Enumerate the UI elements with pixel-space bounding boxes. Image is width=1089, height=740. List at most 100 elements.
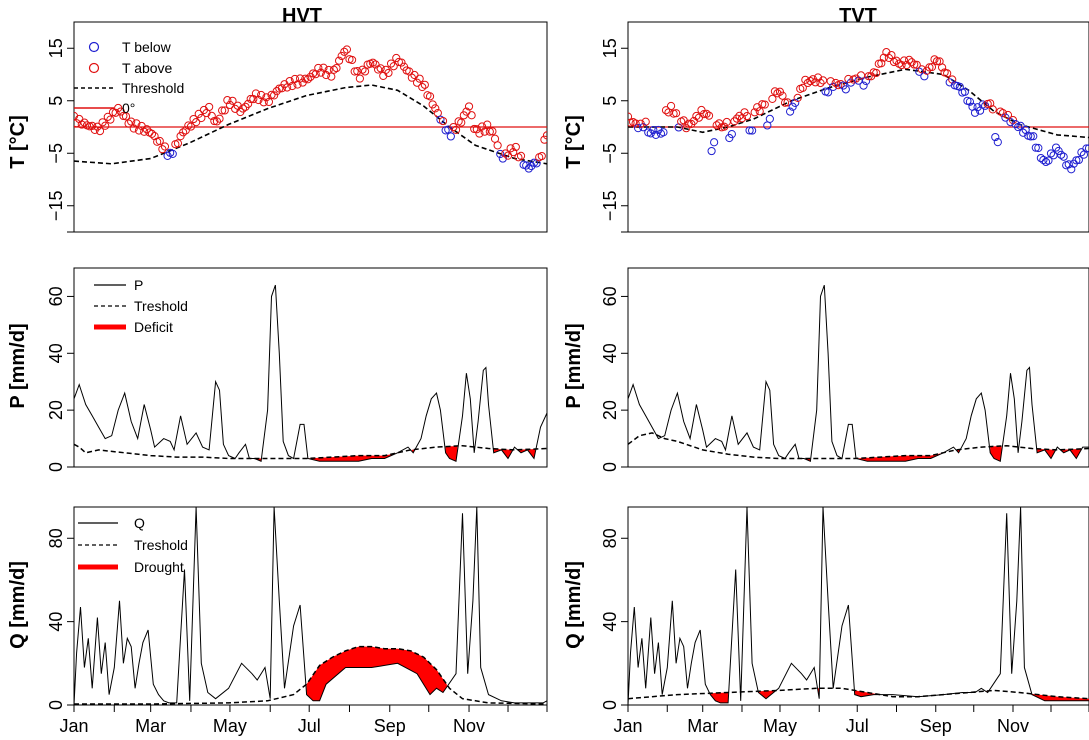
t-above-point — [927, 62, 937, 72]
t-above-point — [77, 120, 86, 129]
t-above-point — [760, 100, 769, 109]
t-above-point — [384, 68, 393, 78]
t-above-point — [376, 64, 385, 73]
legend-label-t-above: T above — [122, 60, 173, 76]
t-above-point — [397, 58, 406, 67]
y-tick-label: 40 — [46, 612, 66, 632]
plot-frame — [627, 506, 1089, 706]
x-tick-label: May — [763, 716, 797, 736]
t-below-point — [859, 81, 868, 90]
t-above-point — [285, 76, 294, 86]
t-above-point — [937, 63, 947, 72]
panel-tvt-temperature: 15 5 −5 −15 — [600, 21, 1089, 233]
t-above-point — [386, 59, 396, 68]
t-above-point — [334, 56, 344, 65]
t-above-point — [262, 93, 271, 102]
deficit-area — [493, 448, 512, 459]
t-above-point — [477, 122, 487, 131]
legend-label-drought: Drought — [134, 559, 184, 575]
t-above-point — [340, 47, 349, 56]
legend-label-p: P — [134, 277, 143, 293]
deficit-area — [518, 449, 536, 459]
t-above-point — [682, 124, 691, 133]
t-above-point — [316, 68, 325, 77]
t-below-point — [651, 130, 660, 139]
t-above-point — [288, 81, 297, 91]
t-above-point — [360, 67, 370, 76]
precipitation-series-line — [628, 284, 1089, 463]
t-below-point — [841, 85, 850, 94]
t-above-point — [412, 78, 422, 87]
t-above-point — [127, 117, 136, 126]
t-above-point — [244, 99, 253, 108]
deficit-area — [445, 446, 458, 462]
t-below-point — [710, 138, 719, 147]
t-below-point — [446, 132, 455, 141]
t-above-point — [207, 111, 216, 120]
t-below-point — [1082, 144, 1089, 153]
t-above-point — [641, 117, 650, 126]
y-tick-label: 0 — [600, 462, 620, 472]
t-above-point — [290, 74, 300, 84]
t-above-point — [704, 111, 714, 120]
t-above-point — [186, 122, 196, 131]
t-above-point — [910, 60, 919, 69]
discharge-threshold-line — [628, 687, 1089, 700]
t-below-point — [1044, 156, 1053, 165]
deficit-area — [990, 446, 1002, 462]
y-tick-label: 40 — [600, 612, 620, 632]
plot-frame — [73, 506, 548, 706]
t-above-point — [905, 55, 914, 64]
t-above-point — [371, 60, 380, 69]
t-above-point — [223, 96, 232, 105]
t-above-point — [755, 107, 764, 116]
t-above-point — [1003, 110, 1013, 120]
plot-content — [628, 284, 1089, 463]
t-above-point — [88, 121, 97, 130]
t-above-point — [907, 58, 916, 67]
t-below-point — [1059, 152, 1068, 161]
y-tick-label: 0 — [600, 700, 620, 710]
t-above-point — [897, 60, 906, 70]
panel-hvt-precipitation: 0 20 40 60 — [46, 267, 548, 472]
t-above-point — [730, 117, 739, 126]
t-above-point — [879, 53, 888, 62]
t-above-point — [210, 116, 219, 126]
t-above-point — [329, 65, 338, 74]
t-below-point — [791, 98, 800, 107]
t-above-point — [988, 105, 997, 114]
y-tick-label: 0 — [46, 462, 66, 472]
plot-area: 15 5 −5 −15 0 20 40 60 0 40 80 Jan Mar May Jul Sep Nov 15… — [46, 21, 1089, 736]
t-above-point — [212, 117, 222, 126]
t-above-point — [996, 107, 1005, 116]
t-above-point — [277, 84, 287, 93]
t-below-point — [444, 125, 453, 134]
y-tick-label: −5 — [600, 143, 620, 164]
t-above-point — [321, 70, 331, 80]
x-tick-label: Nov — [997, 716, 1029, 736]
t-above-point — [197, 113, 206, 123]
t-above-point — [355, 74, 364, 83]
y-tick-label: −5 — [46, 143, 66, 164]
legend-label-zero: 0° — [122, 100, 135, 116]
t-above-point — [342, 45, 351, 54]
t-below-point — [1074, 155, 1083, 165]
t-above-point — [1008, 116, 1018, 125]
t-above-point — [501, 149, 510, 158]
t-above-point — [111, 108, 120, 117]
t-above-point — [631, 119, 640, 128]
legend-label-deficit: Deficit — [134, 319, 173, 335]
t-above-point — [337, 51, 346, 61]
y-tick-label: 0 — [46, 700, 66, 710]
t-above-point — [158, 145, 167, 154]
t-above-point — [173, 139, 183, 148]
t-above-point — [74, 119, 81, 128]
t-above-point — [314, 63, 323, 73]
t-above-point — [811, 78, 820, 87]
legend-label-q: Q — [134, 515, 145, 531]
t-below-point — [1001, 113, 1010, 122]
y-tick-label: 15 — [600, 38, 620, 58]
precipitation-threshold-line — [74, 443, 547, 460]
temperature-threshold-line — [74, 84, 547, 165]
t-below-point — [920, 72, 929, 81]
